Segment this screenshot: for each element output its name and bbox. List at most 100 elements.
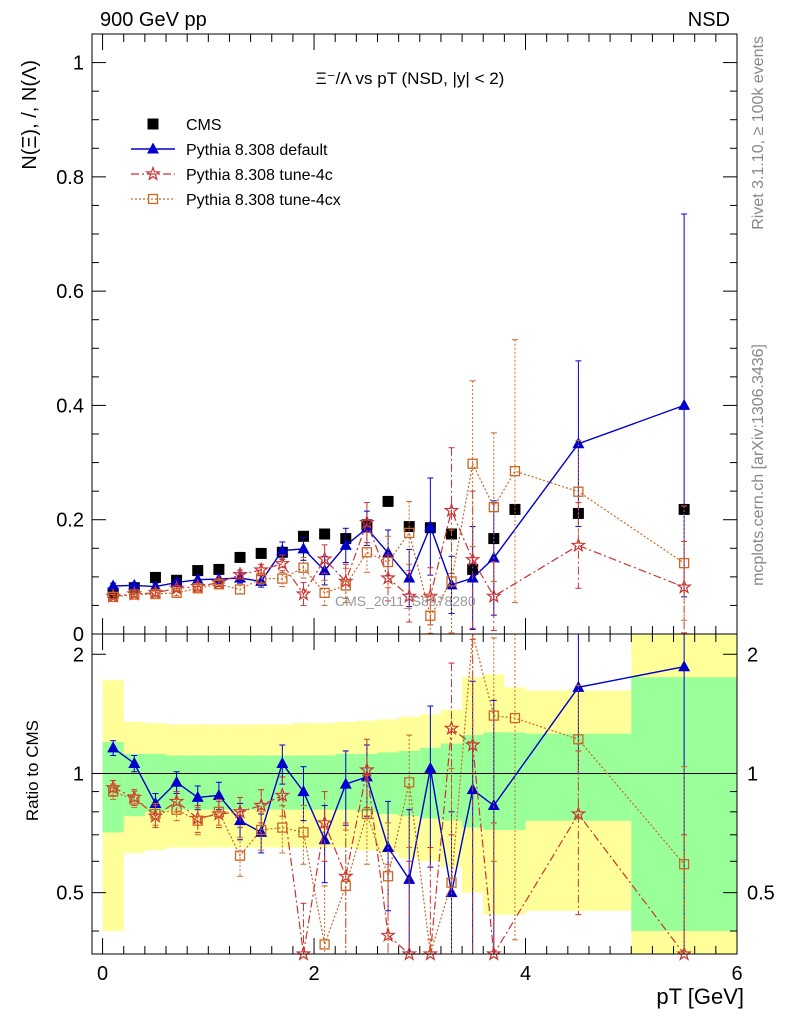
ratio-pythia-8-308-tune-4cx-point <box>340 880 351 892</box>
top-pythia-8-308-default-point <box>297 542 310 554</box>
top-plot-title: Ξ⁻/Λ vs pT (NSD, |y| < 2) <box>316 69 505 88</box>
ratio-pythia-8-308-tune-4c-point <box>380 927 396 943</box>
ratio-pythia-8-308-tune-4cx-point <box>213 806 225 817</box>
ratio-plot-frame <box>91 633 738 955</box>
ratio-pythia-8-308-default-point <box>339 777 352 789</box>
ratio-pythia-8-308-default-point <box>128 756 141 768</box>
ratio-pythia-8-308-tune-4cx-point <box>678 859 690 870</box>
top-pythia-8-308-tune-4cx-point <box>298 562 309 573</box>
top-plot-area <box>105 213 693 634</box>
top-pythia-8-308-tune-4c-point <box>274 555 291 571</box>
ratio-pythia-8-308-default-point <box>297 785 310 797</box>
ratio-pythia-8-308-tune-4cx-point <box>573 734 584 745</box>
top-pythia-8-308-tune-4c-point <box>337 573 354 589</box>
top-cms-point <box>234 551 246 563</box>
header-left: 900 GeV pp <box>100 9 207 31</box>
main-plot: 0 0.2 0.4 0.6 0.8 1 Ξ⁻/Λ vs pT (NSD, |y| < 2)… <box>19 33 738 646</box>
ratio-y-tick-label-left: 1 <box>73 763 84 785</box>
top-pythia-8-308-tune-4cx-point <box>382 556 394 568</box>
ratio-pythia-8-308-tune-4c-point <box>274 787 291 803</box>
top-pythia-8-308-tune-4cx-point <box>340 580 351 591</box>
ratio-stat-band <box>314 755 336 810</box>
ratio-pythia-8-308-tune-4c-point <box>485 945 502 961</box>
ratio-pythia-8-308-tune-4c-point <box>295 945 312 961</box>
ratio-y-tick-label-right: 2 <box>747 644 758 666</box>
header-right: NSD <box>688 9 730 31</box>
top-y-tick-label: 0.8 <box>56 167 84 189</box>
legend-label-pythia-8-308-default: Pythia 8.308 default <box>186 142 328 159</box>
ratio-pythia-8-308-tune-4cx-point <box>404 777 415 788</box>
top-y-tick-label: 0.2 <box>56 510 84 532</box>
ratio-pythia-8-308-tune-4cx-point <box>150 808 161 820</box>
watermark: CMS_2011_S8978280 <box>335 593 476 609</box>
top-cms-point <box>319 528 331 540</box>
top-pythia-8-308-tune-4c-point <box>464 551 481 567</box>
ratio-pythia-8-308-tune-4c-point <box>316 814 333 830</box>
top-pythia-8-308-tune-4cx-point <box>467 458 478 469</box>
ratio-pythia-8-308-default-point <box>191 790 204 802</box>
top-axes: 0 0.2 0.4 0.6 0.8 1 <box>56 34 738 646</box>
top-y-tick-label: 1 <box>73 53 84 75</box>
ratio-pythia-8-308-tune-4cx-point <box>129 794 140 805</box>
ratio-y-tick-label-left: 2 <box>73 644 84 666</box>
legend: CMS Pythia 8.308 default Pythia 8.308 tune… <box>131 117 341 209</box>
top-pythia-8-308-default-point <box>318 564 331 576</box>
top-pythia-8-308-tune-4cx-point <box>319 587 330 599</box>
x-tick-label: 2 <box>308 963 319 985</box>
top-pythia-8-308-default-point <box>382 546 395 558</box>
ratio-stat-band <box>123 753 145 817</box>
top-cms-point <box>192 565 204 577</box>
ratio-pythia-8-308-tune-4cx-point <box>446 877 457 888</box>
ratio-plot-area <box>92 633 737 961</box>
mcplots-label: mcplots.cern.ch [arXiv:1306.3436] <box>750 344 767 586</box>
ratio-y-tick-label-left: 0.5 <box>56 883 84 905</box>
top-pythia-8-308-tune-4cx-point <box>192 583 203 594</box>
ratio-y-tick-label-right: 1 <box>747 763 758 785</box>
ratio-pythia-8-308-default-point <box>170 775 183 787</box>
top-pythia-8-308-tune-4c-point <box>401 587 418 603</box>
ratio-pythia-8-308-tune-4c-point <box>253 797 270 813</box>
top-pythia-8-308-tune-4cx-point <box>150 588 161 600</box>
ratio-pythia-8-308-tune-4c-point <box>464 736 481 752</box>
top-pythia-8-308-tune-4cx-point <box>129 589 140 600</box>
ratio-y-axis-label: Ratio to CMS <box>23 720 42 821</box>
top-pythia-8-308-tune-4cx-point <box>107 591 119 603</box>
legend-marker-cms <box>147 118 159 130</box>
ratio-pythia-8-308-tune-4cx-point <box>298 827 309 838</box>
top-cms-point <box>255 547 267 559</box>
top-pythia-8-308-default-point <box>128 578 141 590</box>
top-pythia-8-308-tune-4cx-point <box>277 573 288 584</box>
top-pythia-8-308-default-point <box>572 437 585 449</box>
ratio-pythia-8-308-tune-4c-point <box>401 945 418 961</box>
top-pythia-8-308-tune-4cx-point <box>361 547 373 558</box>
ratio-plot: 0.5 0.5 1 1 2 2 0 2 4 6 Ratio to CMS pT [GeV] <box>23 633 775 1009</box>
top-pythia-8-308-tune-4c-point <box>570 537 587 553</box>
top-pythia-8-308-tune-4c-point <box>422 587 439 603</box>
top-pythia-8-308-tune-4cx-point <box>509 465 521 477</box>
top-pythia-8-308-default-point <box>276 544 289 556</box>
top-y-tick-label: 0.4 <box>56 395 84 417</box>
ratio-pythia-8-308-tune-4cx-point <box>361 808 373 820</box>
top-cms-point <box>213 563 225 575</box>
legend-label-cms: CMS <box>186 117 222 134</box>
ratio-pythia-8-308-default-point <box>276 756 289 768</box>
ratio-pythia-8-308-tune-4cx-point <box>488 710 499 721</box>
top-pythia-8-308-tune-4cx-line <box>113 461 685 618</box>
ratio-pythia-8-308-tune-4cx-point <box>234 850 246 861</box>
top-pythia-8-308-default-point <box>424 520 437 532</box>
ratio-pythia-8-308-tune-4cx-point <box>382 871 394 882</box>
ratio-pythia-8-308-tune-4c-point <box>676 945 693 961</box>
ratio-stat-band <box>229 755 251 810</box>
ratio-pythia-8-308-default-point <box>212 788 225 800</box>
ratio-pythia-8-308-tune-4cx-point <box>192 815 203 826</box>
ratio-stat-band <box>250 755 272 810</box>
top-pythia-8-308-default-point <box>107 579 120 591</box>
top-pythia-8-308-tune-4cx-point <box>488 501 499 513</box>
ratio-pythia-8-308-tune-4c-point <box>422 945 439 961</box>
ratio-pythia-8-308-tune-4c-point <box>359 761 375 777</box>
ratio-pythia-8-308-default-point <box>678 660 691 672</box>
top-cms-point <box>382 495 394 507</box>
top-pythia-8-308-tune-4c-point <box>358 514 375 530</box>
ratio-pythia-8-308-tune-4c-point <box>105 779 122 795</box>
